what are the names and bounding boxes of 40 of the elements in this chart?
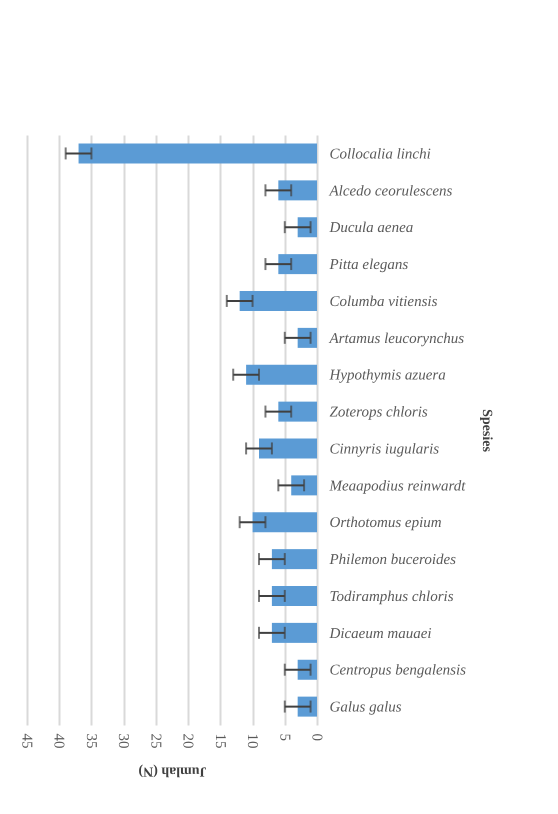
x-tick-label: 5 xyxy=(276,734,292,741)
y-tick-label: Zoterops chloris xyxy=(330,404,428,421)
y-tick-label: Pitta elegans xyxy=(328,257,408,274)
y-tick-label: Alcedo ceorulescens xyxy=(328,183,453,200)
y-tick-label: Ducula aenea xyxy=(328,220,414,236)
x-tick-label: 15 xyxy=(212,734,228,748)
x-tick-label: 30 xyxy=(115,734,132,748)
bar xyxy=(278,180,317,200)
y-tick-label: Meaapodius reinwardt xyxy=(328,478,466,494)
bar xyxy=(259,438,317,458)
bar xyxy=(78,143,317,164)
x-tick-label: 45 xyxy=(18,734,34,748)
y-tick-label: Todiramphus chloris xyxy=(330,588,454,605)
bar xyxy=(291,475,317,496)
bar xyxy=(272,586,317,606)
y-tick-label: Orthotomus epium xyxy=(330,515,442,532)
y-tick-label: Dicaeum mauaei xyxy=(328,626,432,642)
bar xyxy=(240,290,317,311)
bar xyxy=(278,402,317,422)
bar xyxy=(272,622,317,643)
y-tick-label: Galus galus xyxy=(330,700,402,716)
y-tick-label: Philemon buceroides xyxy=(328,552,456,568)
bar xyxy=(252,512,317,532)
x-axis-title: Jumlah (N) xyxy=(138,764,207,778)
y-tick-label: Hypothymis azuera xyxy=(328,368,446,384)
bar xyxy=(272,549,317,570)
x-tick-label: 25 xyxy=(147,734,164,748)
y-tick-label: Cinnyris iugularis xyxy=(330,441,440,458)
x-tick-label: 35 xyxy=(82,734,99,748)
y-axis-title: Spesies xyxy=(479,409,494,452)
y-tick-label: Columba vitiensis xyxy=(330,294,438,310)
x-tick-label: 0 xyxy=(308,734,324,741)
x-tick-label: 40 xyxy=(50,734,67,748)
bar xyxy=(246,364,317,385)
bar xyxy=(278,254,317,274)
y-tick-label: Collocalia linchi xyxy=(330,146,431,162)
x-tick-label: 20 xyxy=(180,734,196,748)
y-tick-label: Artamus leucorynchus xyxy=(328,330,464,347)
y-tick-label: Centropus bengalensis xyxy=(330,662,466,679)
x-tick-label: 10 xyxy=(244,734,260,748)
